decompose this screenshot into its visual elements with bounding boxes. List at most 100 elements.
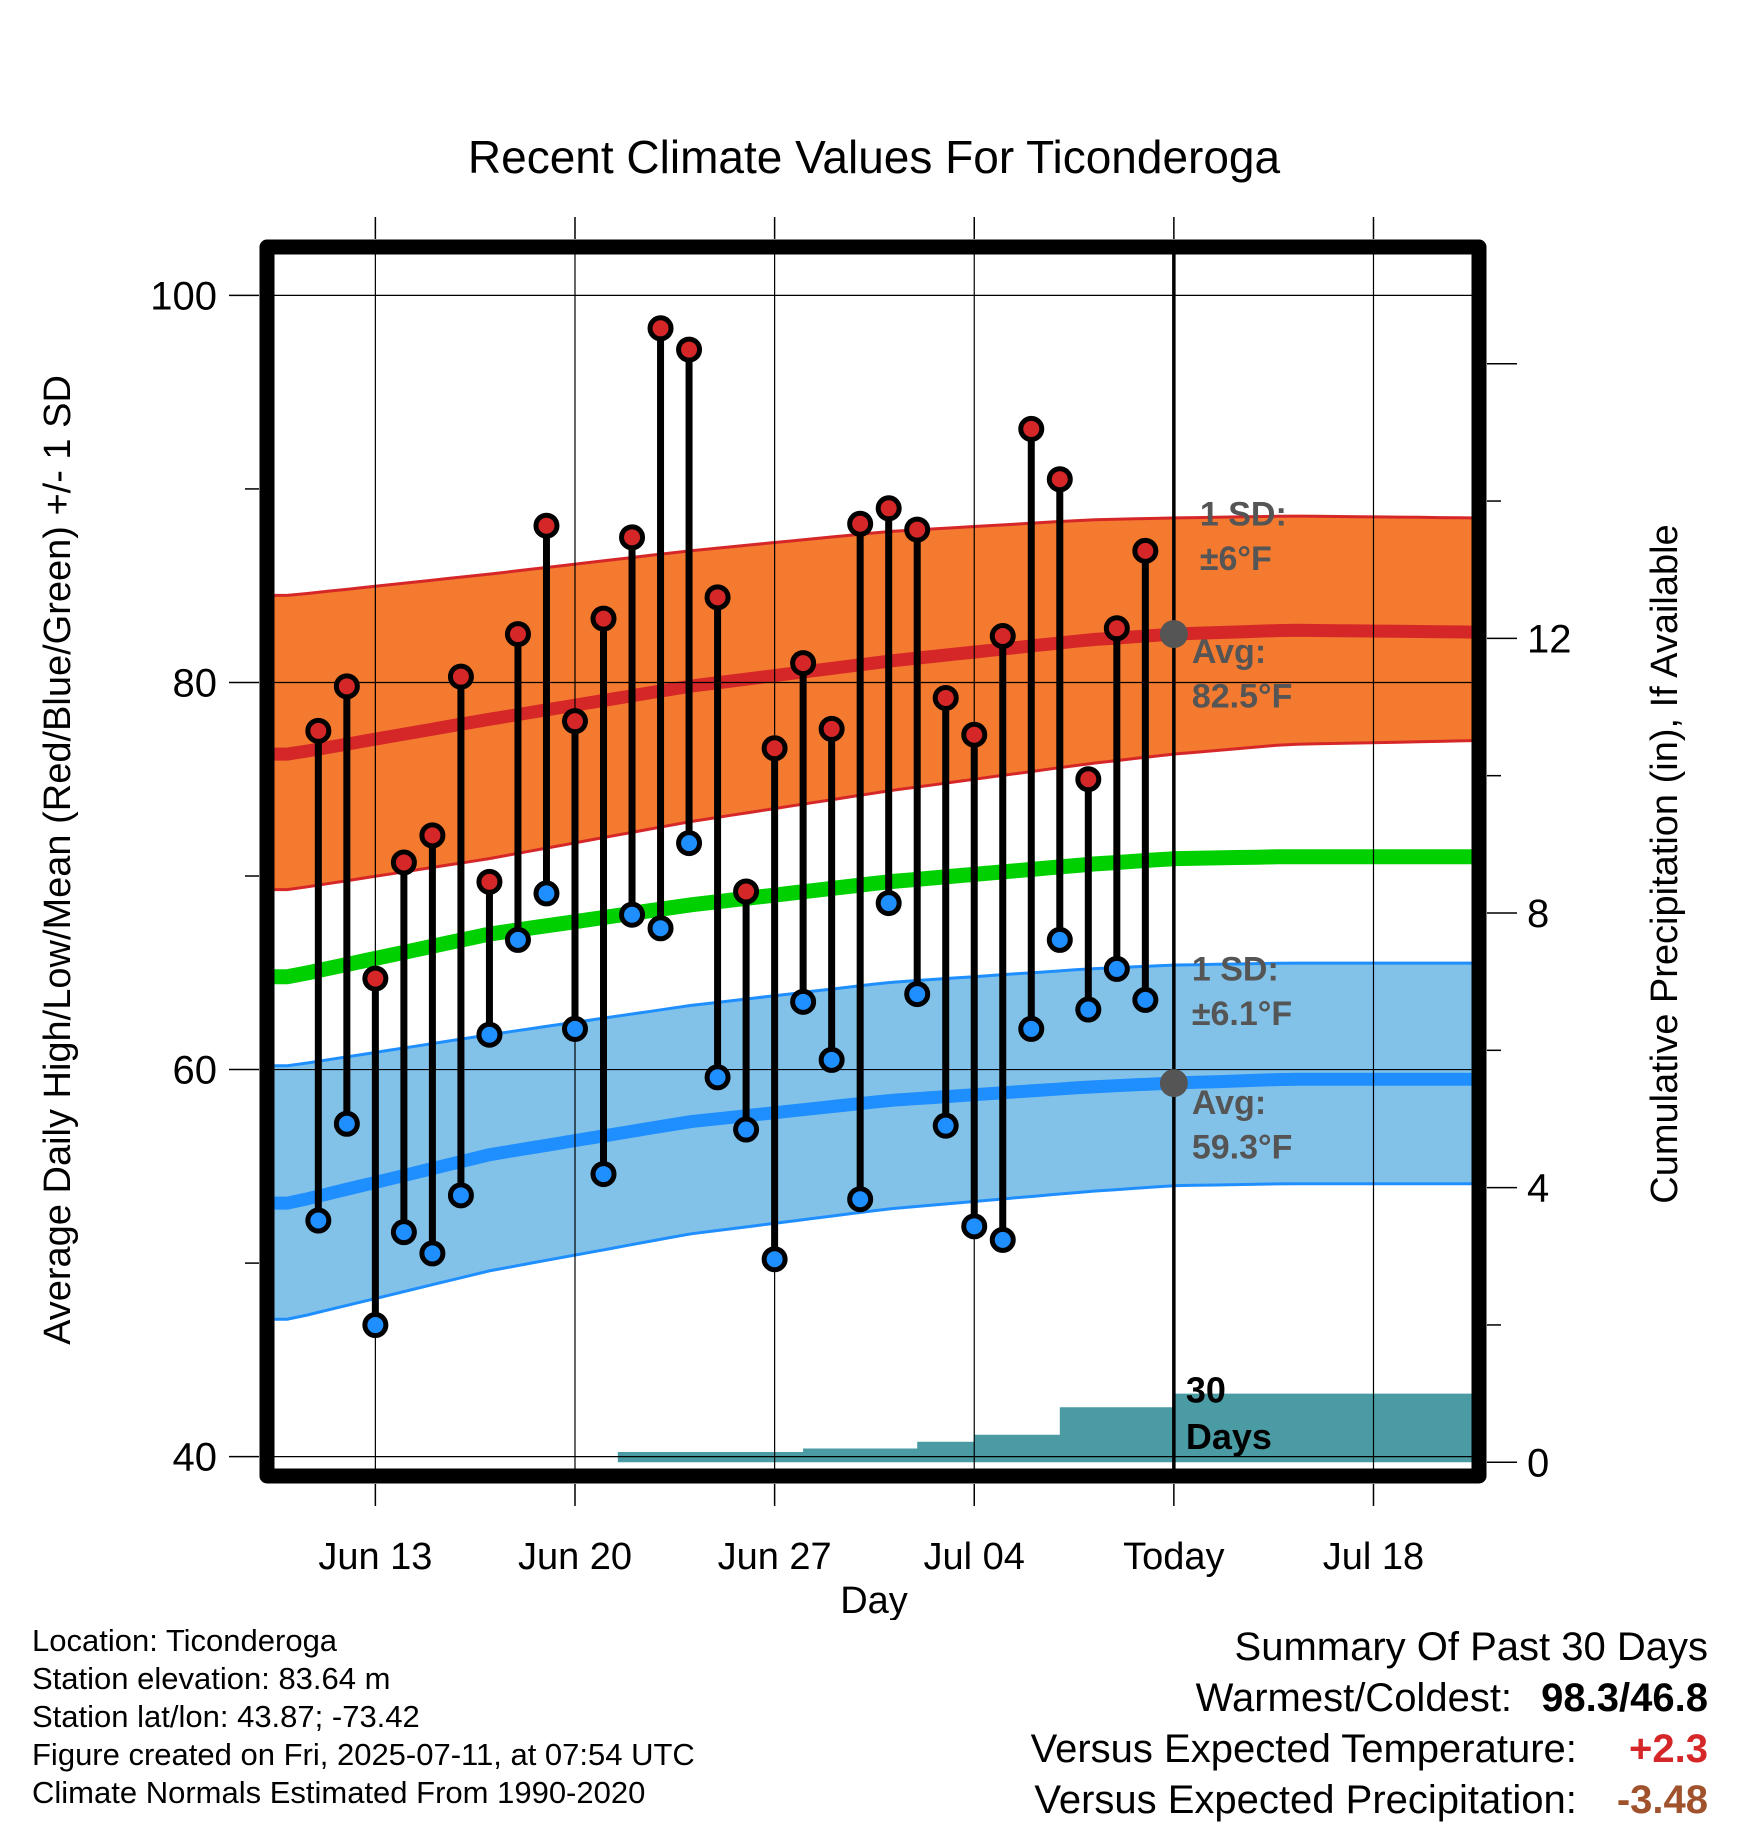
high-point [1132,537,1159,564]
high-point [647,315,674,342]
x-tick-label: Jun 27 [718,1536,832,1578]
low-sd-value: ±6.1°F [1192,995,1292,1033]
low-point [1018,1015,1045,1042]
low-point [961,1213,988,1240]
x-tick-label: Jul 04 [924,1536,1025,1578]
info-created: Figure created on Fri, 2025-07-11, at 07… [32,1737,695,1772]
low-point [647,915,674,942]
low-point [390,1219,417,1246]
low-sd-band-lower-edge [267,1182,1479,1321]
high-avg-value: 82.5°F [1192,678,1293,716]
high-point [561,708,588,735]
low-point [590,1161,617,1188]
high-point [1046,466,1073,493]
low-point [790,988,817,1015]
low-point [533,880,560,907]
x-tick-label: Today [1123,1536,1224,1578]
low-point [419,1240,446,1267]
low-point [619,901,646,928]
y2-tick-label: 4 [1527,1167,1549,1211]
high-sd-value: ±6°F [1200,540,1272,578]
low-point [1046,926,1073,953]
high-point [904,516,931,543]
low-point [733,1116,760,1143]
summary-heading: Summary Of Past 30 Days [1234,1625,1708,1669]
normal-mean-line [267,849,1479,985]
plot-area: 1 SD: ±6°F Avg: 82.5°F 1 SD: ±6.1°F Avg: 59.3°F… [150,217,1572,1578]
plot-frame [259,239,1487,1484]
high-sd-label: 1 SD: [1200,496,1287,534]
low-point [904,981,931,1008]
high-point [818,715,845,742]
high-point [390,849,417,876]
y2-axis-label: Cumulative Precipitation (in), If Availa… [1644,524,1686,1203]
x-tick-label: Jun 20 [518,1536,632,1578]
high-point [1103,615,1130,642]
high-point [790,650,817,677]
summary-precip: Versus Expected Precipitation: -3.48 [1031,1775,1708,1826]
low-point [1103,955,1130,982]
plot-clipped [267,247,1479,1476]
high-point [1018,415,1045,442]
low-point [818,1046,845,1073]
today-high-avg-marker [1159,620,1188,649]
x-tick-label: Jun 13 [318,1536,432,1578]
normal-high-line [267,623,1479,761]
days-unit-label: Days [1186,1416,1272,1457]
low-point [1132,986,1159,1013]
high-point [989,623,1016,650]
normal-low-line [267,1072,1479,1210]
high-point [761,735,788,762]
high-point [932,684,959,711]
high-point [1075,766,1102,793]
info-elevation: Station elevation: 83.64 m [32,1661,391,1696]
high-point [704,584,731,611]
precip-area [267,1393,1479,1463]
low-point [476,1021,503,1048]
y-axis-label: Average Daily High/Low/Mean (Red/Blue/Gr… [37,375,79,1345]
low-point [362,1312,389,1339]
y2-tick-label: 12 [1527,617,1572,661]
precip-label: Versus Expected Precipitation: [1034,1778,1577,1822]
y2-tick-label: 8 [1527,892,1549,936]
summary-warm-cold: Warmest/Coldest: 98.3/46.8 [1031,1673,1708,1724]
summary-panel: Summary Of Past 30 Days Warmest/Coldest:… [1031,1622,1708,1826]
high-point [619,524,646,551]
high-point [590,605,617,632]
climate-chart: Recent Climate Values For Ticonderoga 1 … [37,131,1686,1620]
summary-temp: Versus Expected Temperature: +2.3 [1031,1724,1708,1775]
chart-title: Recent Climate Values For Ticonderoga [468,131,1281,183]
temp-value: +2.3 [1629,1727,1708,1771]
info-normals: Climate Normals Estimated From 1990-2020 [32,1775,646,1810]
low-point [676,830,703,857]
low-point [561,1015,588,1042]
low-sd-label: 1 SD: [1192,951,1279,989]
x-axis-label: Day [840,1580,908,1620]
days-count-label: 30 [1186,1369,1226,1410]
high-point [676,336,703,363]
low-point [1075,996,1102,1023]
high-point [419,822,446,849]
low-point [847,1186,874,1213]
high-point [305,717,332,744]
station-info: Location: Ticonderoga Station elevation:… [32,1622,695,1812]
low-point [447,1182,474,1209]
high-point [733,878,760,905]
low-avg-label: Avg: [1192,1084,1266,1122]
low-point [932,1112,959,1139]
precip-value: -3.48 [1616,1778,1708,1822]
low-point [504,926,531,953]
y-tick-label: 100 [150,274,217,318]
y-tick-label: 40 [173,1436,218,1480]
high-point [333,673,360,700]
low-avg-value: 59.3°F [1192,1129,1293,1167]
warm-cold-value: 98.3/46.8 [1541,1676,1708,1720]
high-point [504,621,531,648]
high-avg-label: Avg: [1192,633,1266,671]
x-tick-label: Jul 18 [1323,1536,1424,1578]
low-point [704,1064,731,1091]
high-sd-band-upper-edge [267,514,1479,597]
low-point [305,1207,332,1234]
high-point [533,512,560,539]
high-point [476,868,503,895]
